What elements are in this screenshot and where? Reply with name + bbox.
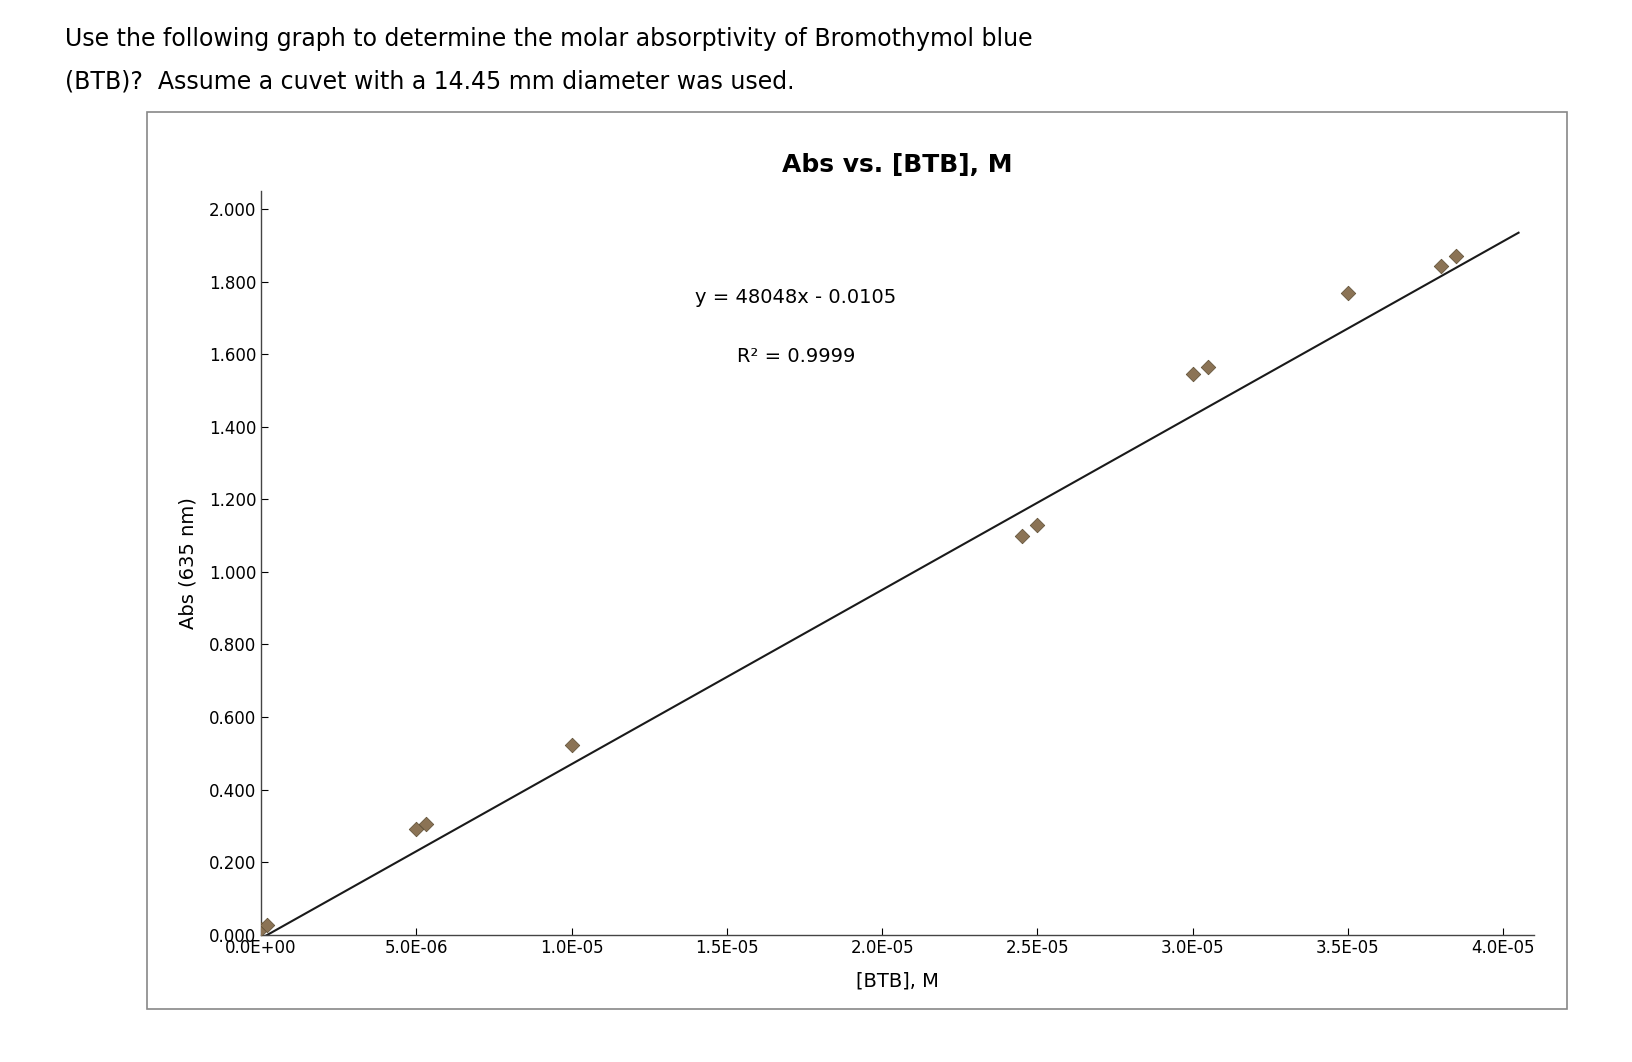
Text: R² = 0.9999: R² = 0.9999 xyxy=(736,347,855,366)
Point xyxy=(248,921,274,938)
Title: Abs vs. [BTB], M: Abs vs. [BTB], M xyxy=(782,153,1013,176)
Point xyxy=(558,737,584,754)
Text: (BTB)?  Assume a cuvet with a 14.45 mm diameter was used.: (BTB)? Assume a cuvet with a 14.45 mm di… xyxy=(65,69,795,93)
Point xyxy=(1009,527,1035,544)
Point xyxy=(1195,359,1221,376)
X-axis label: [BTB], M: [BTB], M xyxy=(857,972,938,990)
Point xyxy=(1428,257,1454,274)
Point xyxy=(1443,247,1469,264)
Point xyxy=(255,917,281,933)
Point xyxy=(403,821,429,838)
Y-axis label: Abs (635 nm): Abs (635 nm) xyxy=(178,497,197,629)
Point xyxy=(1180,365,1206,382)
Text: y = 48048x - 0.0105: y = 48048x - 0.0105 xyxy=(695,288,896,307)
Point xyxy=(1025,516,1051,533)
Point xyxy=(1335,285,1361,302)
Text: Use the following graph to determine the molar absorptivity of Bromothymol blue: Use the following graph to determine the… xyxy=(65,27,1033,51)
Point xyxy=(413,816,439,833)
